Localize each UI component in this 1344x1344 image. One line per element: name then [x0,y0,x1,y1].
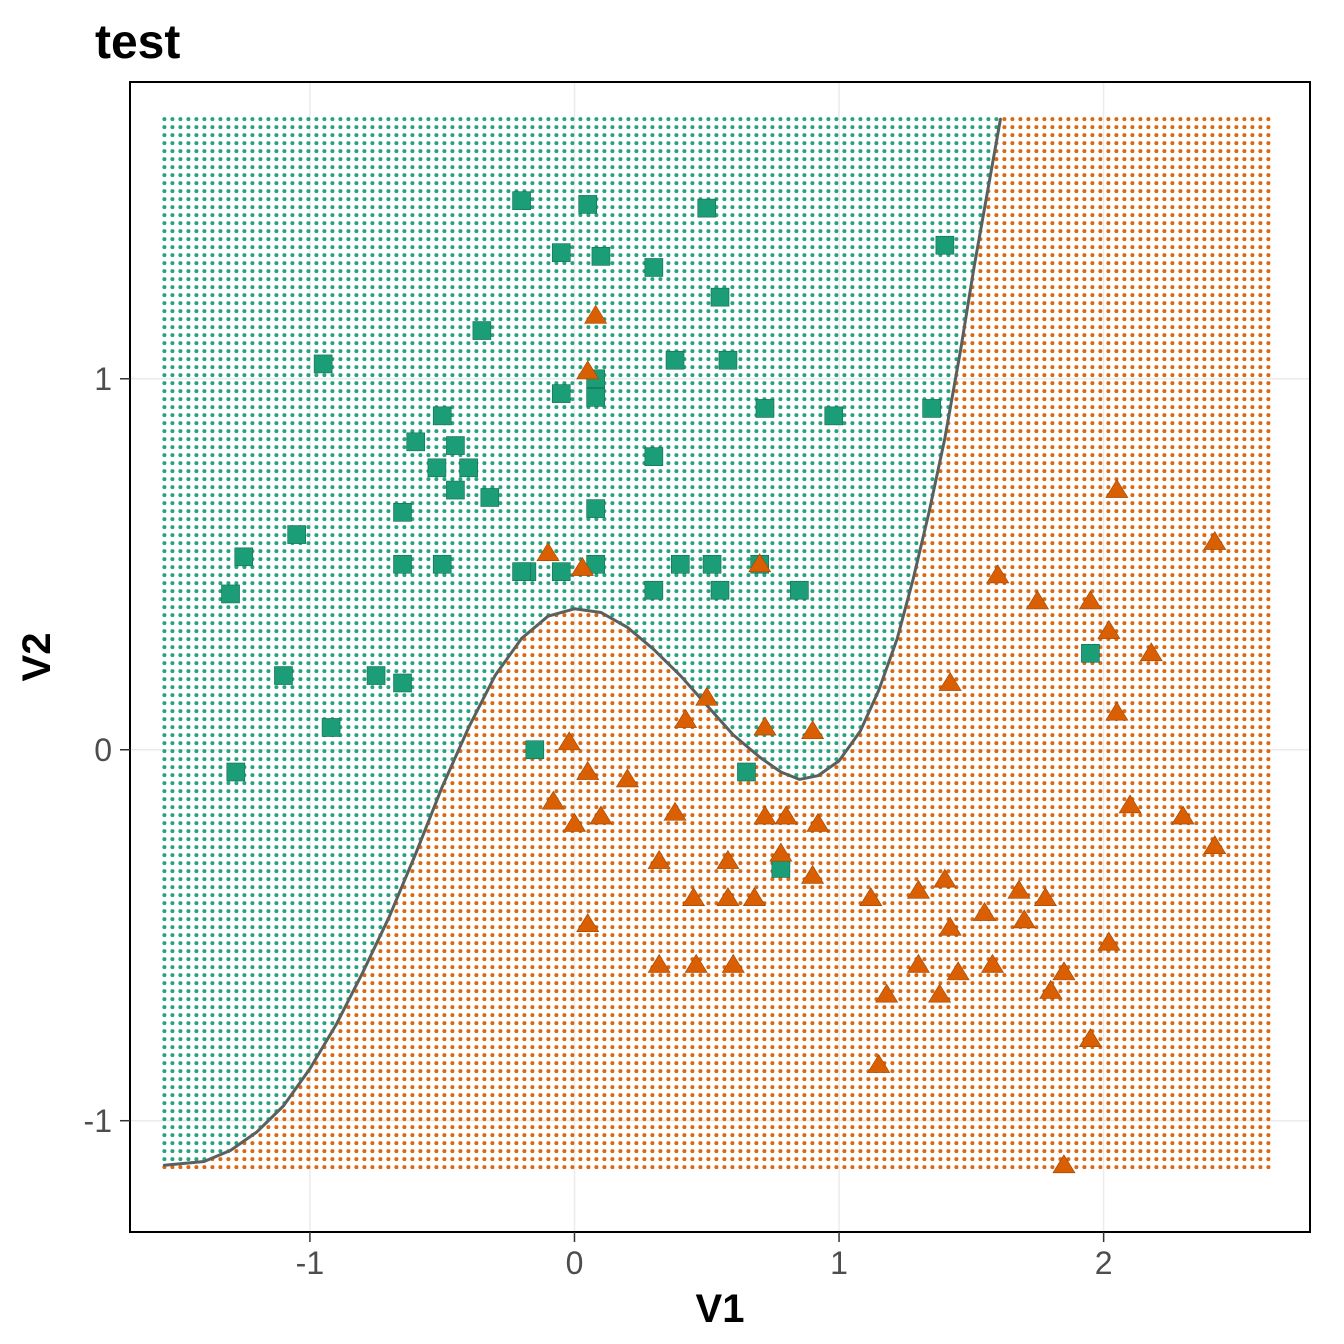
point-square [645,258,663,276]
point-square [513,192,531,210]
point-square [737,763,755,781]
point-square [772,859,790,877]
point-square [936,236,954,254]
chart-title: test [95,16,180,69]
xtick-label: 2 [1095,1245,1113,1281]
point-square [756,399,774,417]
point-square [579,195,597,213]
point-square [322,718,340,736]
classification-chart: test -1 0 1 2 -1 0 1 V1 V2 [0,0,1344,1344]
point-square [367,667,385,685]
point-square [407,433,425,451]
point-square [552,563,570,581]
point-square [227,763,245,781]
point-square [592,247,610,265]
point-square [433,555,451,573]
point-square [473,322,491,340]
xtick-label: 1 [830,1245,848,1281]
point-square [433,407,451,425]
point-square [513,563,531,581]
point-square [923,399,941,417]
point-square [460,459,478,477]
ytick-label: 0 [94,732,112,768]
point-square [645,448,663,466]
point-square [825,407,843,425]
point-square [235,548,253,566]
point-square [645,581,663,599]
ytick-label: -1 [84,1103,112,1139]
point-square [446,437,464,455]
chart-svg: test -1 0 1 2 -1 0 1 V1 V2 [0,0,1344,1344]
point-square [552,244,570,262]
xtick-label: 0 [566,1245,584,1281]
point-square [666,351,684,369]
point-square [790,581,808,599]
point-square [587,388,605,406]
y-axis-label: V2 [15,633,59,682]
point-square [314,355,332,373]
point-square [711,288,729,306]
point-square [1081,644,1099,662]
point-square [428,459,446,477]
point-square [481,488,499,506]
point-square [587,500,605,518]
point-square [719,351,737,369]
point-square [222,585,240,603]
point-square [703,555,721,573]
xtick-label: -1 [296,1245,324,1281]
point-square [394,674,412,692]
point-square [446,481,464,499]
point-square [711,581,729,599]
point-square [394,555,412,573]
point-square [552,385,570,403]
point-square [394,503,412,521]
point-square [698,199,716,217]
point-square [274,667,292,685]
point-square [288,526,306,544]
x-axis-label: V1 [696,1287,745,1331]
ytick-label: 1 [94,361,112,397]
point-square [526,741,544,759]
point-square [671,555,689,573]
